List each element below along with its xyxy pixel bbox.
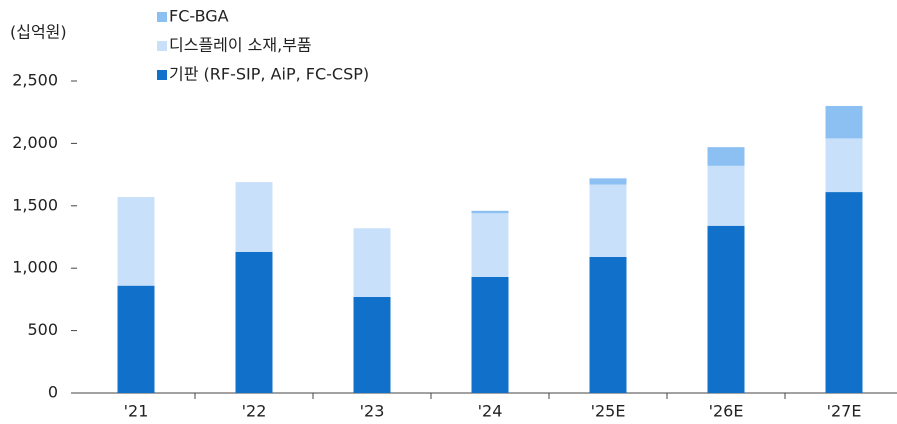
y-tick-label: 1,500 bbox=[12, 195, 58, 214]
bar-segment bbox=[235, 251, 273, 393]
bar-segment bbox=[117, 197, 155, 286]
x-tick-label: '22 bbox=[242, 402, 267, 421]
x-tick-label: '25E bbox=[591, 402, 626, 421]
legend-label: 기판 (RF-SIP, AiP, FC-CSP) bbox=[169, 65, 369, 84]
x-tick-label: '24 bbox=[478, 402, 503, 421]
bar-segment bbox=[117, 285, 155, 393]
x-tick-label: '23 bbox=[360, 402, 385, 421]
bar-segment bbox=[707, 225, 745, 393]
bar-segment bbox=[589, 184, 627, 257]
bar-segment bbox=[825, 192, 863, 393]
x-tick-label: '26E bbox=[709, 402, 744, 421]
bar-segment bbox=[471, 213, 509, 277]
bar-segment bbox=[707, 147, 745, 166]
legend-label: FC-BGA bbox=[169, 7, 229, 26]
legend-label: 디스플레이 소재,부품 bbox=[169, 36, 312, 55]
x-tick-label: '21 bbox=[124, 402, 149, 421]
bar-segment bbox=[471, 210, 509, 214]
y-axis-label: (십억원) bbox=[10, 23, 67, 42]
bar-segment bbox=[589, 256, 627, 393]
bar-segment bbox=[825, 105, 863, 139]
bar-segment bbox=[707, 165, 745, 226]
legend-swatch bbox=[157, 12, 167, 22]
legend-swatch bbox=[157, 41, 167, 51]
bar-segment bbox=[825, 138, 863, 193]
x-tick-label: '27E bbox=[827, 402, 862, 421]
y-tick-label: 2,500 bbox=[12, 71, 58, 90]
legend-swatch bbox=[157, 70, 167, 80]
bar-segment bbox=[589, 178, 627, 185]
y-tick-label: 2,000 bbox=[12, 133, 58, 152]
y-tick-label: 1,000 bbox=[12, 258, 58, 277]
y-tick-label: 0 bbox=[48, 383, 58, 402]
y-tick-label: 500 bbox=[27, 320, 58, 339]
bar-segment bbox=[471, 276, 509, 393]
bar-segment bbox=[353, 296, 391, 393]
bar-segment bbox=[353, 228, 391, 297]
bar-segment bbox=[235, 182, 273, 252]
